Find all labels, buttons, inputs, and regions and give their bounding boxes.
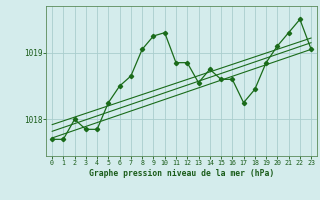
X-axis label: Graphe pression niveau de la mer (hPa): Graphe pression niveau de la mer (hPa) [89,169,274,178]
